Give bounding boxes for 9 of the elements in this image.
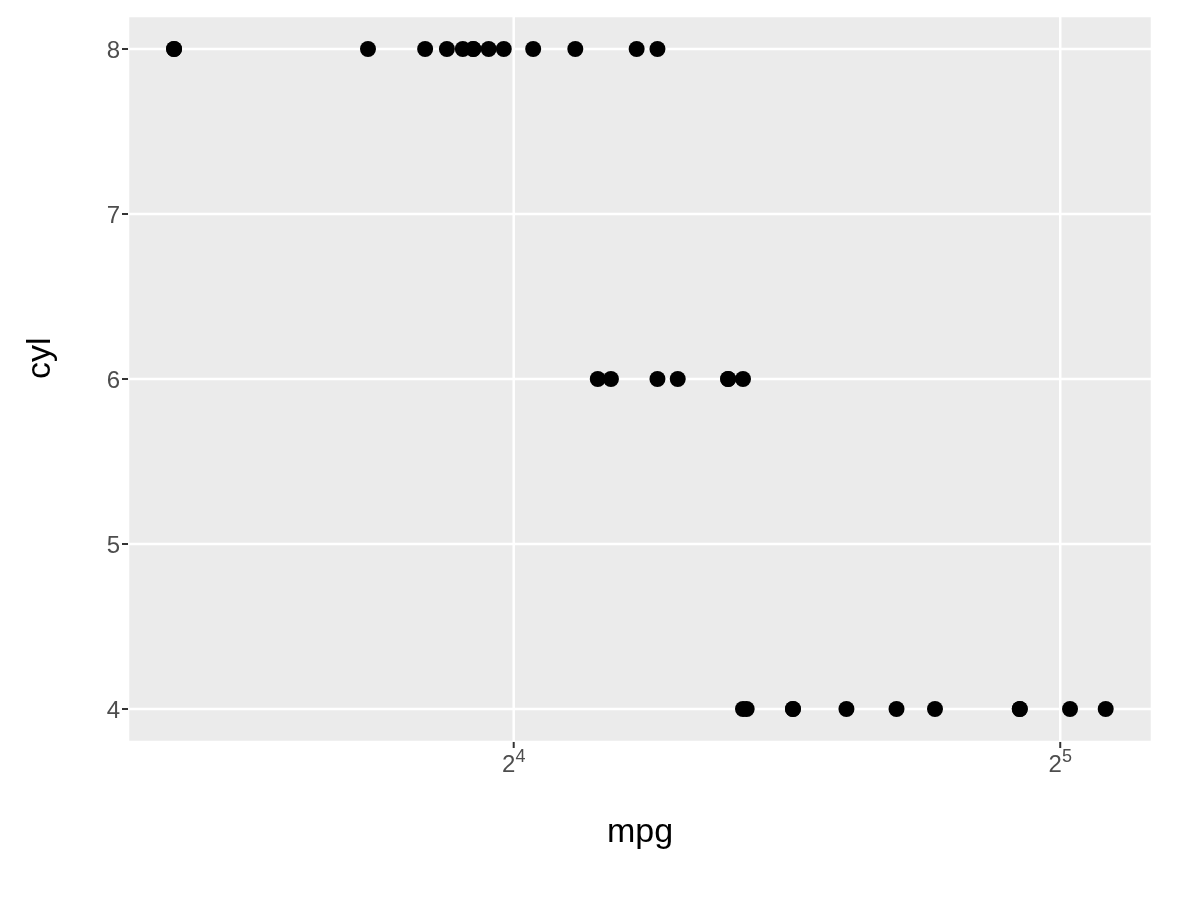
y-tick-label: 8 [106, 36, 120, 63]
x-tick-label: 2$^{5}$ [1048, 746, 1072, 777]
y-tick-label: 5 [106, 531, 120, 558]
x-axis-title: mpg [606, 811, 674, 849]
y-tick-label: 6 [106, 366, 120, 393]
y-tick-label: 4 [106, 696, 120, 723]
x-tick-label: 2$^{4}$ [502, 746, 526, 777]
y-axis-title: cyl [19, 337, 58, 379]
y-tick-label: 7 [106, 201, 120, 228]
